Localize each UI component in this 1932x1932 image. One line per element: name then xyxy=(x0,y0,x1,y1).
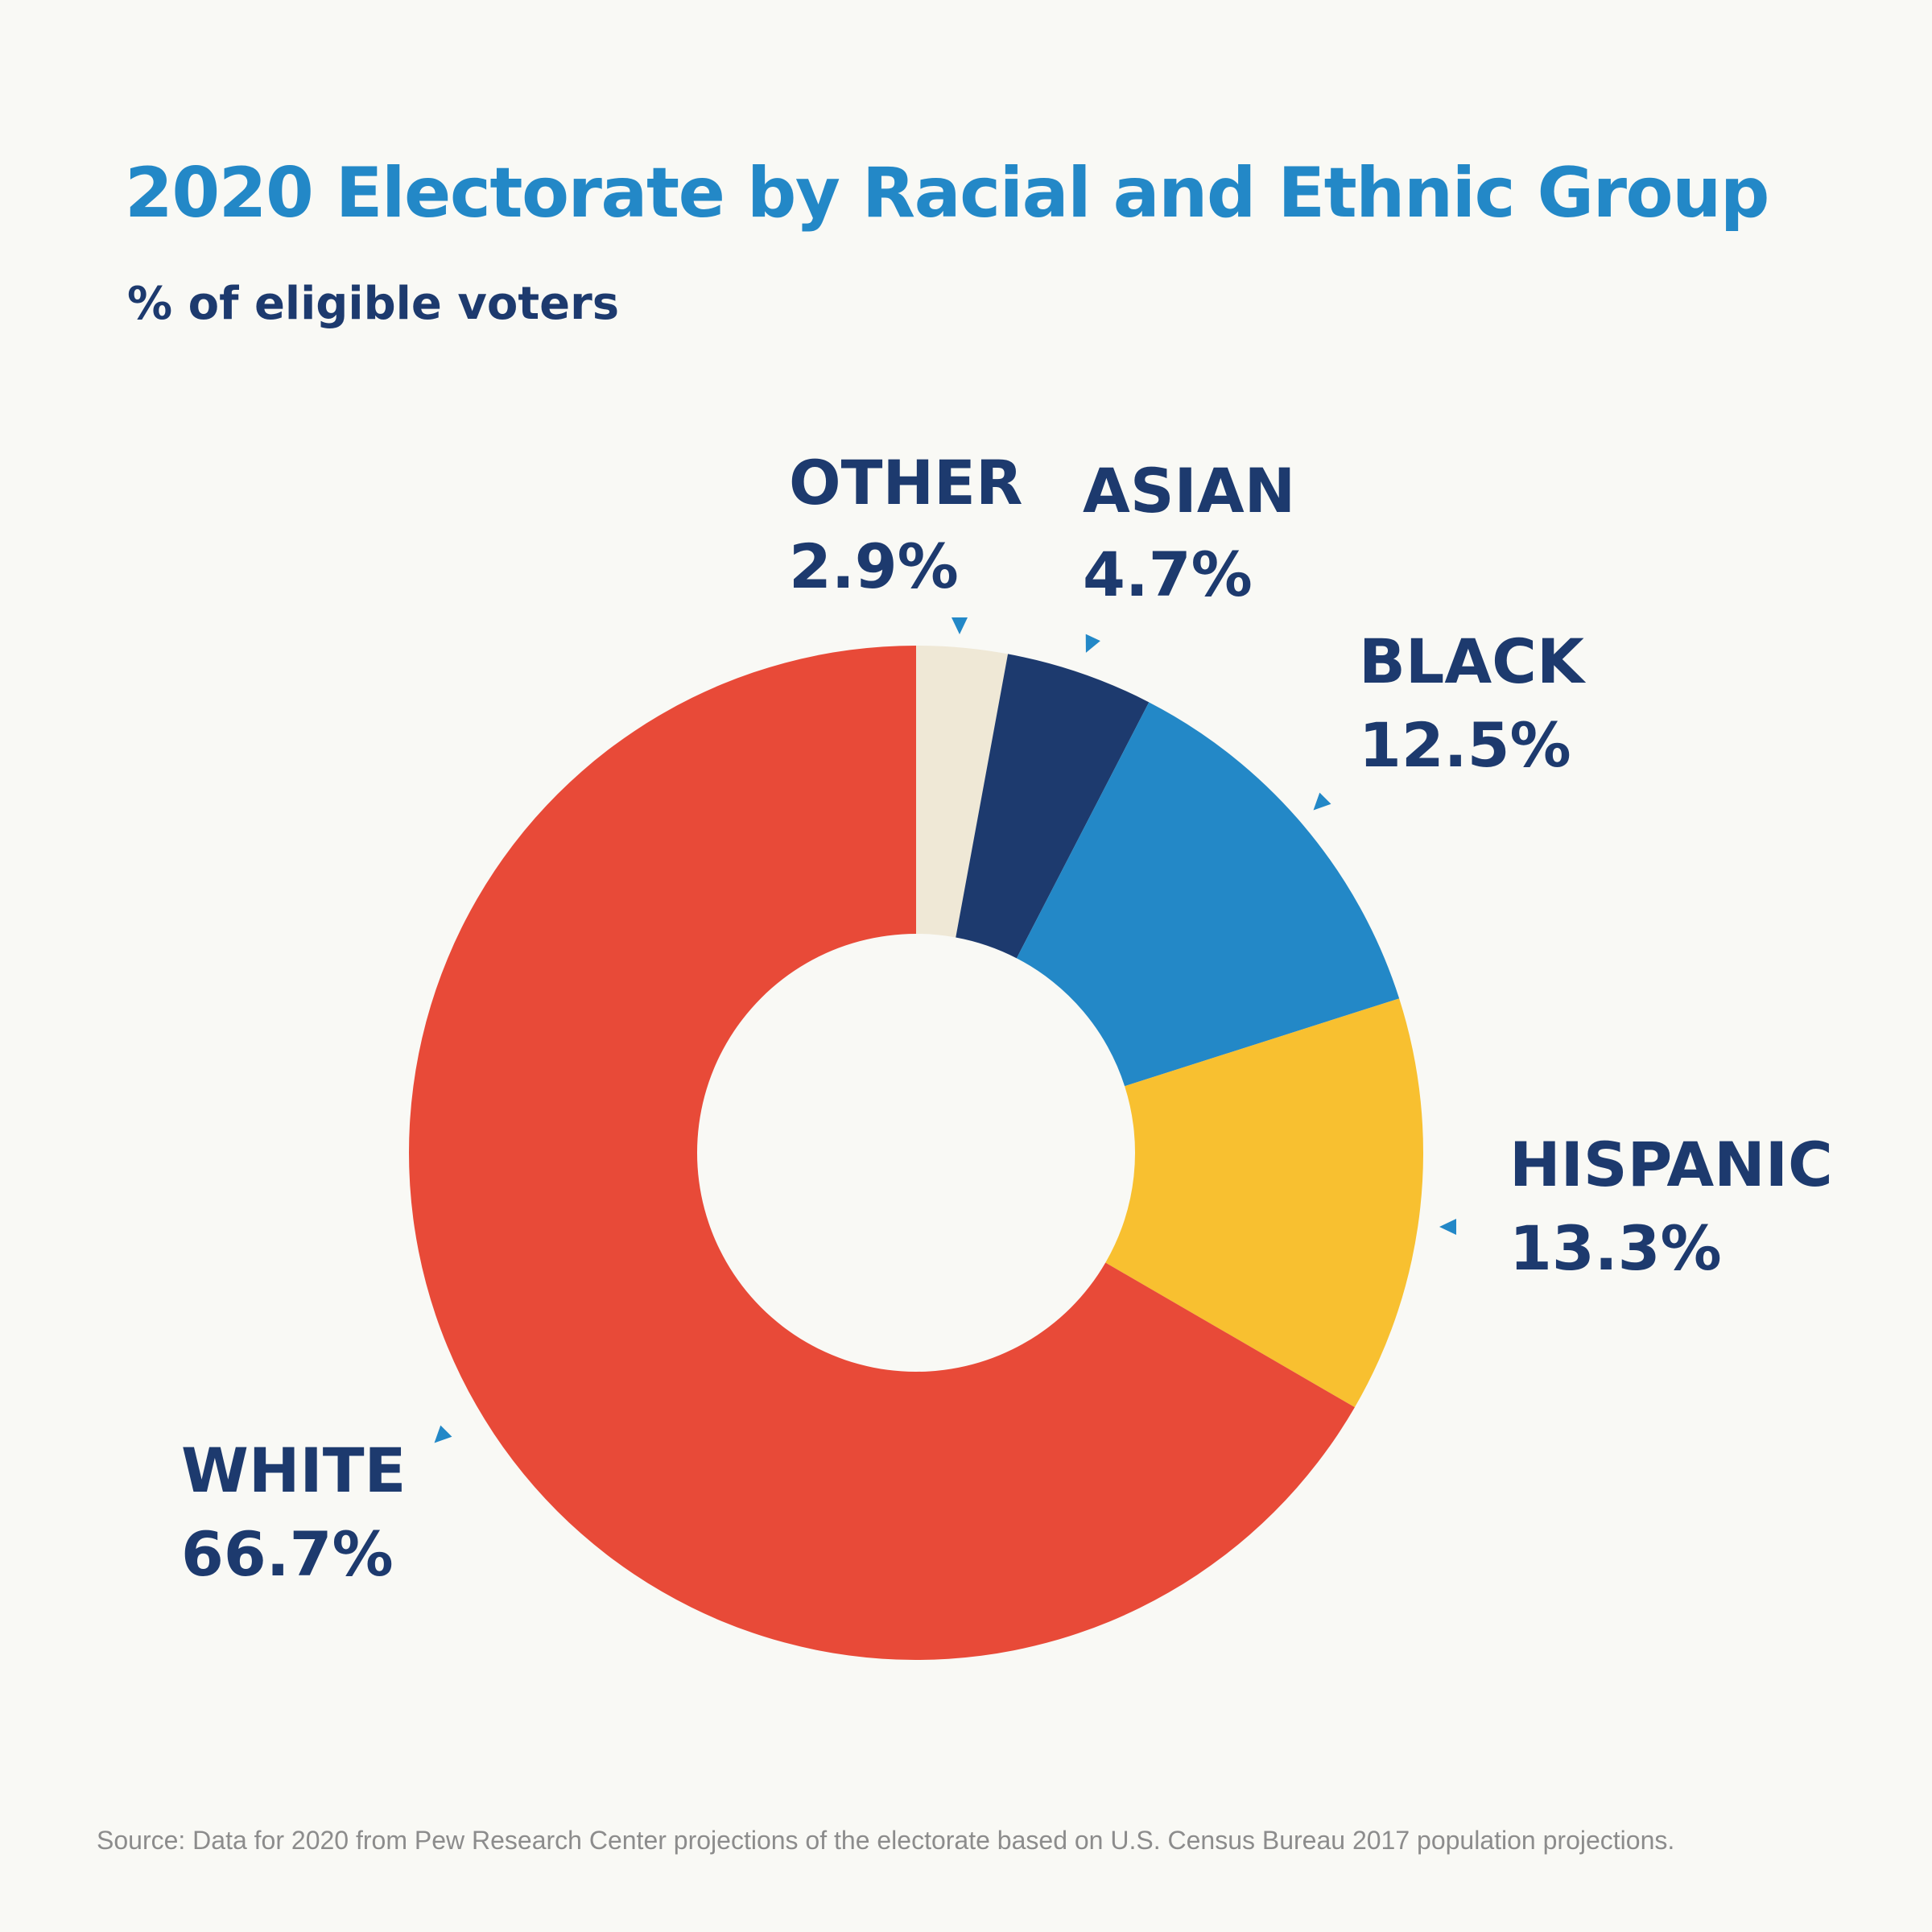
slice-label-other: OTHER 2.9% xyxy=(789,441,1023,609)
slice-name-black: BLACK xyxy=(1359,625,1584,697)
slice-label-hispanic: HISPANIC 13.3% xyxy=(1509,1123,1833,1290)
slice-name-other: OTHER xyxy=(789,447,1023,518)
slice-value-white: 66.7% xyxy=(181,1518,394,1590)
slice-label-black: BLACK 12.5% xyxy=(1359,620,1584,787)
slice-label-asian: ASIAN 4.7% xyxy=(1083,449,1295,617)
slice-value-hispanic: 13.3% xyxy=(1509,1212,1722,1284)
chart-title: 2020 Electorate by Racial and Ethnic Gro… xyxy=(125,153,1769,233)
pointer-arrow-white xyxy=(434,1425,452,1443)
slice-hispanic xyxy=(1105,998,1423,1408)
slice-value-asian: 4.7% xyxy=(1083,539,1253,610)
pointer-arrow-other xyxy=(952,617,968,634)
slice-label-white: WHITE 66.7% xyxy=(181,1429,406,1596)
slice-black xyxy=(1016,702,1400,1087)
slice-asian xyxy=(956,654,1150,959)
pointer-arrow-black xyxy=(1313,792,1331,811)
slice-value-other: 2.9% xyxy=(789,530,959,602)
slice-name-asian: ASIAN xyxy=(1083,455,1296,526)
source-note: Source: Data for 2020 from Pew Research … xyxy=(97,1826,1675,1855)
slice-name-white: WHITE xyxy=(181,1435,407,1506)
slice-other xyxy=(916,646,1009,938)
slice-white xyxy=(409,646,1355,1660)
slice-name-hispanic: HISPANIC xyxy=(1509,1129,1833,1200)
slice-value-black: 12.5% xyxy=(1359,709,1571,781)
pointer-arrow-hispanic xyxy=(1439,1219,1456,1235)
chart-subtitle: % of eligible voters xyxy=(127,278,620,330)
pointer-arrow-asian xyxy=(1085,634,1100,653)
